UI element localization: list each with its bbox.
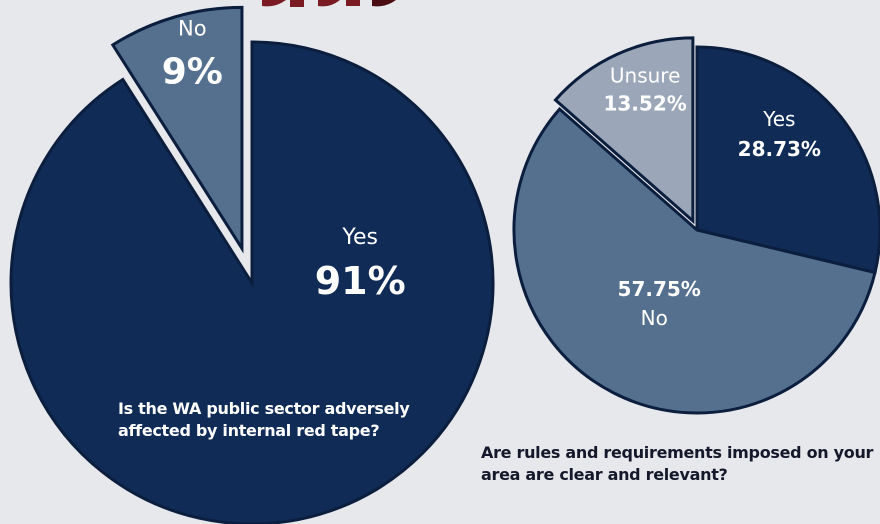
slice-yes-value: 28.73% (738, 137, 821, 161)
slice-unsure-label: Unsure (610, 63, 681, 87)
banner-stroke (318, 0, 340, 7)
banner-stroke (346, 0, 360, 6)
question-red-tape: Is the WA public sector adversely affect… (118, 399, 410, 440)
slice-no-label: No (178, 16, 207, 40)
slice-yes (9, 40, 495, 524)
slice-unsure (553, 36, 695, 225)
banner-stroke (372, 0, 396, 7)
banner-stroke (262, 0, 286, 7)
question-rules: Are rules and requirements imposed on yo… (481, 443, 874, 484)
slice-unsure-value: 13.52% (603, 91, 686, 115)
slice-yes-label: Yes (762, 107, 795, 131)
slice-no (110, 5, 244, 254)
slice-no-value: 9% (162, 51, 223, 92)
slice-yes-label: Yes (341, 225, 378, 250)
banner-stroke (290, 0, 304, 7)
slice-no-value: 57.75% (618, 277, 701, 301)
slice-yes-value: 91% (315, 259, 406, 303)
pie-chart-red-tape: Yes 91% No 9% (9, 5, 495, 524)
slice-no-label: No (641, 306, 668, 330)
slice-no (512, 107, 877, 415)
pie-chart-rules: Yes 28.73% 57.75% No Unsure 13.52% (512, 36, 880, 415)
title-banner-fragment (262, 0, 396, 7)
